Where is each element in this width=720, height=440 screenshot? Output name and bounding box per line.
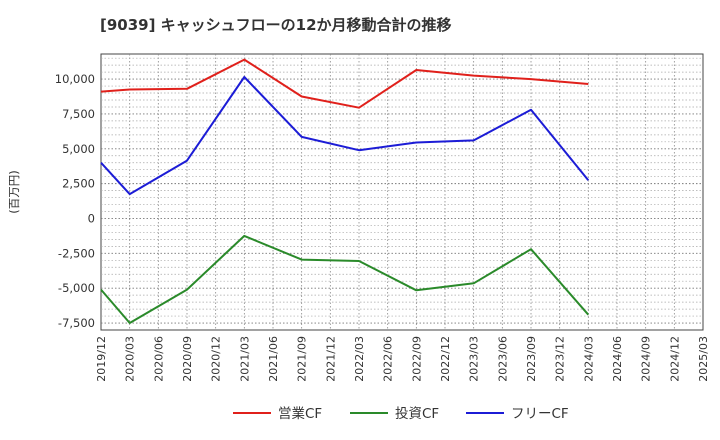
y-tick-label: 2,500 <box>62 177 95 191</box>
x-tick-label: 2020/03 <box>124 336 137 382</box>
y-tick-label: -7,500 <box>58 316 95 330</box>
legend-label-3: フリーCF <box>511 406 569 422</box>
series-line-3 <box>100 76 590 196</box>
x-tick-label: 2021/09 <box>296 336 309 382</box>
x-tick-label: 2023/12 <box>554 336 567 382</box>
y-tick-label: 5,000 <box>62 142 95 156</box>
x-tick-label: 2020/12 <box>210 336 223 382</box>
series-line-1 <box>100 58 589 109</box>
x-tick-label: 2023/06 <box>496 336 509 382</box>
x-tick-label: 2022/06 <box>382 336 395 382</box>
x-tick-label: 2019/12 <box>95 336 108 382</box>
x-tick-label: 2020/06 <box>152 336 165 382</box>
x-tick-label: 2023/03 <box>468 336 481 382</box>
series-line-2 <box>100 234 590 324</box>
chart-title: [9039] キャッシュフローの12か月移動合計の推移 <box>100 16 452 34</box>
x-tick-label: 2023/09 <box>525 336 538 382</box>
x-tick-label: 2024/03 <box>582 336 595 382</box>
y-tick-label: -5,000 <box>58 281 95 295</box>
y-axis-label: (百万円) <box>7 170 21 213</box>
x-tick-label: 2022/12 <box>439 336 452 382</box>
x-tick-label: 2021/06 <box>267 336 280 382</box>
x-tick-label: 2022/03 <box>353 336 366 382</box>
legend-label-2: 投資CF <box>395 406 439 422</box>
y-tick-label: 0 <box>88 211 95 225</box>
x-tick-label: 2024/09 <box>640 336 653 382</box>
x-tick-label: 2024/12 <box>668 336 681 382</box>
legend-label-1: 営業CF <box>278 406 322 422</box>
x-tick-label: 2021/03 <box>238 336 251 382</box>
y-tick-label: 7,500 <box>62 107 95 121</box>
x-tick-label: 2021/12 <box>324 336 337 382</box>
x-tick-label: 2025/03 <box>697 336 710 382</box>
x-tick-label: 2024/06 <box>611 336 624 382</box>
x-tick-label: 2022/09 <box>410 336 423 382</box>
y-tick-label: -2,500 <box>58 246 95 260</box>
x-tick-label: 2020/09 <box>181 336 194 382</box>
y-tick-label: 10,000 <box>55 72 95 86</box>
